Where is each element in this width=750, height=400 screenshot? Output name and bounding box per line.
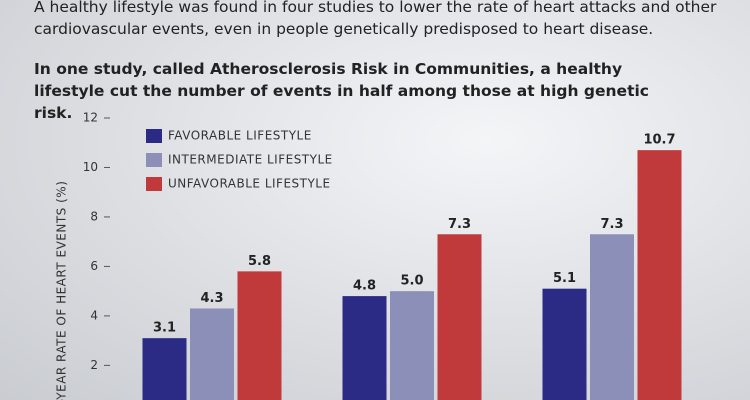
bar [542,288,587,400]
y-tick-label: 8 [90,209,98,223]
bar [190,308,234,400]
y-tick-label: 10 [83,160,98,174]
intro-highlight: In one study, called Atherosclerosis Ris… [34,60,649,122]
value-label: 5.0 [400,274,423,289]
value-label: 7.3 [600,217,623,232]
bar [390,291,434,400]
y-tick-label: 2 [90,358,98,372]
bar [637,150,682,400]
bar [437,234,482,400]
legend-swatch [146,177,162,191]
bar [342,296,387,400]
value-label: 4.8 [353,279,376,294]
bar [237,271,282,400]
legend-swatch [146,129,162,143]
y-tick-label: 6 [90,259,98,273]
value-label: 5.1 [553,271,576,286]
value-label: 4.3 [200,291,223,306]
y-axis-label: 10-YEAR RATE OF HEART EVENTS (%) [55,181,69,400]
value-label: 5.8 [248,254,271,269]
legend-label: INTERMEDIATE LIFESTYLE [168,153,333,167]
y-tick-label: 12 [83,111,98,125]
bar [142,338,187,400]
y-tick-label: 4 [90,308,98,322]
bar [590,234,634,400]
value-label: 3.1 [153,321,176,336]
legend-swatch [146,153,162,167]
intro-paragraph: A healthy lifestyle was found in four st… [34,0,717,38]
legend-label: FAVORABLE LIFESTYLE [168,129,312,143]
value-label: 7.3 [448,217,471,232]
value-label: 10.7 [643,133,675,148]
legend-label: UNFAVORABLE LIFESTYLE [168,177,331,191]
